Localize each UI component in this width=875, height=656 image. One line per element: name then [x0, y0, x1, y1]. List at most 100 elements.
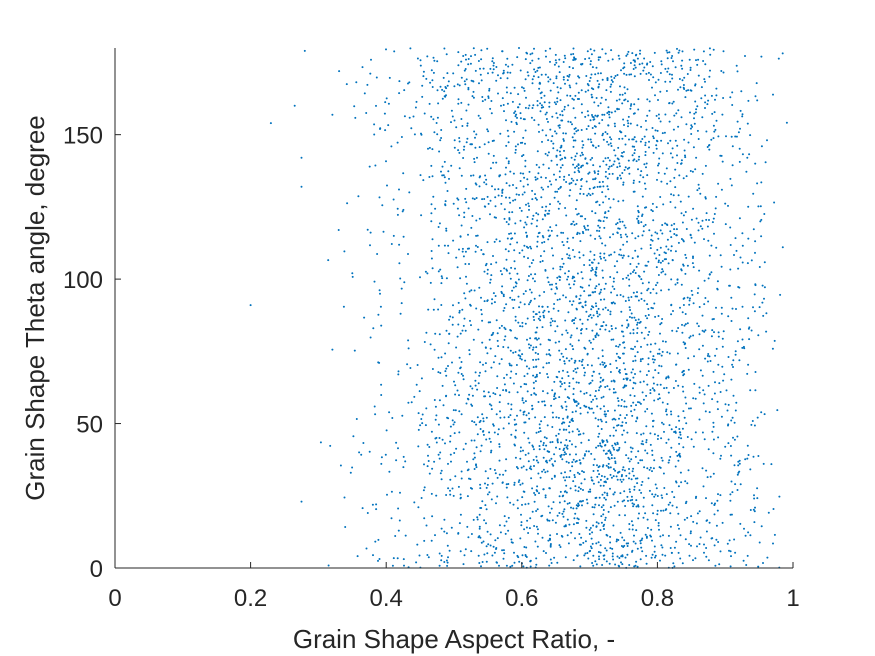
data-point	[551, 519, 554, 522]
data-point	[652, 288, 655, 291]
data-point	[616, 178, 619, 180]
data-point	[626, 100, 629, 103]
data-point	[378, 361, 381, 364]
data-point	[607, 106, 610, 109]
data-point	[607, 124, 610, 127]
data-point	[594, 177, 597, 180]
data-point	[498, 240, 501, 243]
data-point	[507, 141, 510, 144]
data-point	[681, 59, 684, 62]
data-point	[496, 332, 499, 335]
data-point	[366, 512, 369, 514]
data-point	[635, 160, 638, 163]
data-point	[676, 47, 678, 50]
data-point	[663, 387, 666, 390]
data-point	[688, 58, 691, 61]
data-point	[679, 557, 682, 560]
data-point	[641, 480, 644, 483]
data-point	[487, 95, 490, 98]
data-point	[728, 284, 731, 287]
data-point	[319, 441, 322, 444]
data-point	[707, 239, 710, 242]
data-point	[516, 272, 519, 275]
data-point	[458, 151, 461, 154]
data-point	[604, 195, 607, 198]
data-point	[528, 346, 531, 349]
data-point	[509, 376, 512, 379]
data-point	[523, 191, 526, 194]
data-point	[650, 306, 653, 309]
data-point	[542, 366, 545, 369]
data-point	[565, 453, 567, 455]
data-point	[695, 59, 697, 62]
data-point	[626, 431, 629, 434]
data-point	[505, 303, 508, 306]
data-point	[666, 351, 669, 354]
data-point	[458, 311, 461, 314]
data-point	[566, 371, 569, 374]
data-point	[555, 75, 558, 78]
data-point	[647, 314, 650, 316]
data-point	[526, 71, 529, 74]
data-point	[661, 459, 664, 462]
data-point	[534, 193, 536, 196]
data-point	[517, 295, 520, 298]
data-point	[666, 57, 669, 60]
data-point	[652, 425, 654, 428]
data-point	[397, 370, 400, 373]
data-point	[438, 457, 441, 460]
data-point	[492, 139, 495, 142]
data-point	[399, 312, 402, 315]
data-point	[599, 407, 602, 410]
data-point	[671, 504, 674, 507]
data-point	[618, 162, 621, 165]
data-point	[377, 538, 380, 541]
data-point	[675, 540, 678, 543]
data-point	[703, 303, 706, 306]
data-point	[589, 48, 592, 51]
data-point	[616, 222, 619, 224]
data-point	[621, 151, 624, 154]
data-point	[601, 465, 604, 468]
data-point	[572, 377, 575, 380]
data-point	[761, 284, 764, 287]
data-point	[568, 523, 571, 526]
data-point	[539, 476, 542, 479]
data-point	[480, 58, 483, 61]
data-point	[672, 310, 674, 312]
data-point	[538, 166, 541, 169]
data-point	[592, 178, 595, 181]
data-point	[424, 424, 427, 427]
data-point	[608, 388, 611, 391]
data-point	[636, 255, 639, 258]
data-point	[558, 176, 561, 178]
data-point	[503, 326, 506, 329]
data-point	[474, 146, 477, 149]
data-point	[507, 135, 510, 138]
data-point	[644, 512, 647, 515]
data-point	[594, 271, 597, 274]
data-point	[463, 145, 466, 148]
data-point	[514, 267, 516, 270]
data-point	[602, 395, 605, 398]
data-point	[490, 451, 492, 454]
data-point	[660, 509, 662, 512]
data-point	[587, 114, 590, 117]
data-point	[402, 172, 405, 175]
data-point	[511, 564, 514, 567]
data-point	[565, 460, 568, 463]
data-point	[578, 473, 581, 475]
data-point	[616, 271, 619, 274]
data-point	[565, 408, 568, 411]
data-point	[664, 273, 667, 276]
data-point	[607, 167, 610, 170]
data-point	[584, 453, 586, 456]
data-point	[645, 425, 648, 428]
data-point	[574, 400, 577, 403]
data-point	[729, 268, 732, 271]
data-point	[453, 146, 456, 149]
data-point	[683, 416, 686, 419]
data-point	[712, 472, 715, 475]
data-point	[708, 144, 711, 146]
data-point	[672, 387, 675, 389]
